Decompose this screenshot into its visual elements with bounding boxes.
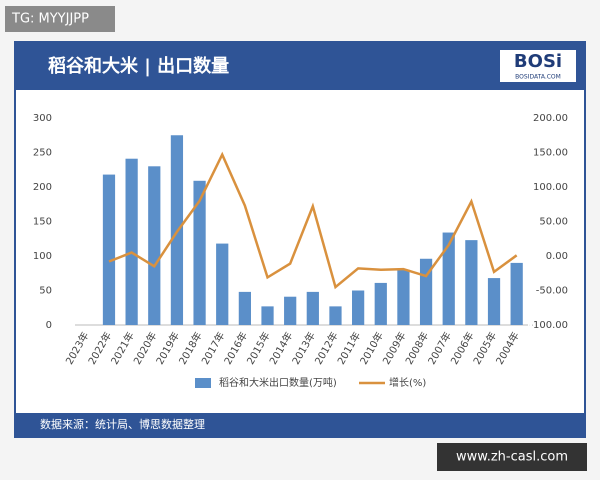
bar [306, 291, 319, 325]
site-box [437, 443, 587, 471]
line [108, 151, 518, 290]
legend-label: 增长(%) [389, 376, 426, 389]
y-tick-label: 150 [33, 217, 52, 228]
logo-box [500, 50, 576, 82]
logo: BOSi [514, 51, 562, 72]
bar [148, 166, 161, 325]
y-tick-label: 50 [39, 286, 52, 297]
site: www.zh-casl.com [456, 450, 568, 465]
y2-tick-label: 100.00 [533, 182, 568, 193]
bar [487, 278, 501, 325]
chart-title: 稻谷和大米 | 出口数量 [48, 55, 229, 77]
bar [510, 262, 523, 325]
bar [261, 306, 274, 325]
bar [125, 158, 138, 325]
bar [352, 290, 365, 325]
tag-box [5, 6, 115, 32]
footer [15, 413, 585, 437]
tag: TG: MYYJJPP [11, 12, 89, 27]
bar [238, 291, 251, 325]
legend-swatch [195, 378, 211, 388]
bar [329, 306, 342, 325]
bar [284, 296, 297, 325]
y2-tick-label: -50.00 [536, 286, 568, 297]
y-tick-label: 300 [33, 113, 52, 124]
legend-label: 稻谷和大米出口数量(万吨) [219, 376, 337, 389]
y-tick-label: 100 [33, 251, 52, 262]
logo-sub: BOSIDATA.COM [515, 74, 561, 81]
y-tick-label: 250 [33, 148, 52, 159]
y2-tick-label: 0.00 [546, 251, 568, 262]
y2-tick-label: -100.00 [529, 320, 568, 331]
y-tick-label: 200 [33, 182, 52, 193]
bar [465, 240, 478, 325]
y2-tick-label: 200.00 [533, 113, 568, 124]
bar [102, 174, 116, 325]
bar [374, 282, 387, 325]
y2-tick-label: 150.00 [533, 148, 568, 159]
bar [397, 269, 410, 325]
y2-tick-label: 50.00 [539, 217, 568, 228]
source: 数据来源：统计局、博思数据整理 [40, 417, 205, 431]
header [15, 42, 585, 90]
y-tick-label: 0 [46, 320, 52, 331]
bar [216, 243, 229, 325]
bar [442, 232, 455, 325]
bar [193, 180, 206, 325]
